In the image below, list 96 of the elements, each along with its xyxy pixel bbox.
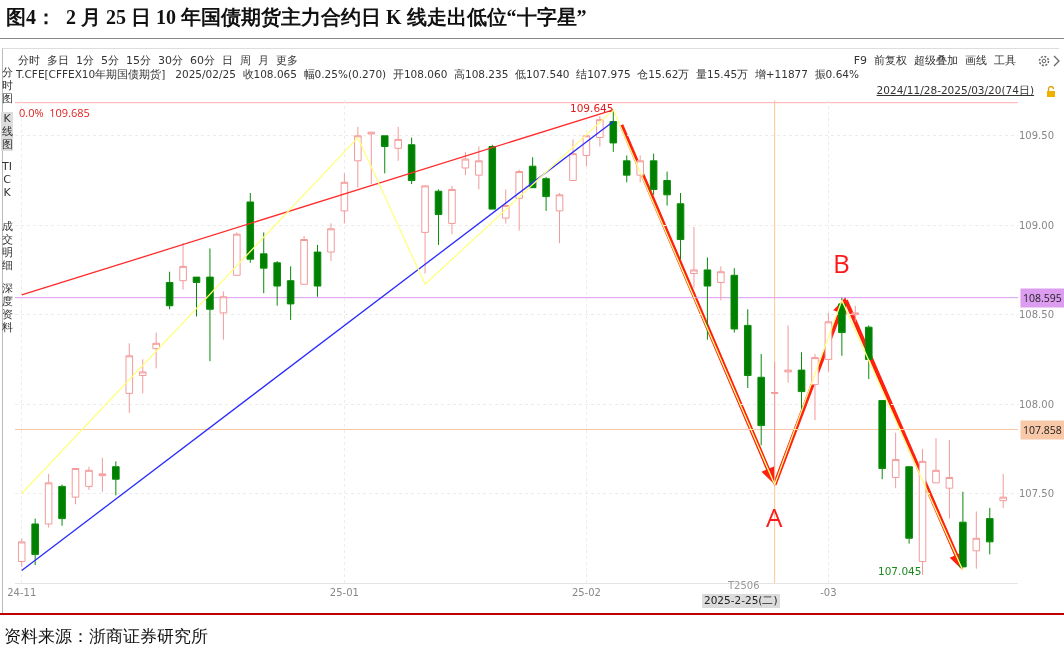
text: 2024/11/28-2025/03/20(74日)	[876, 84, 1034, 98]
annotation: T2506	[728, 580, 760, 591]
candlestick	[98, 457, 107, 493]
candlestick	[421, 185, 429, 275]
candlestick	[313, 244, 322, 298]
candlestick	[676, 192, 685, 260]
candlestick	[475, 146, 483, 190]
annotation: 107.045	[878, 565, 922, 577]
candlestick	[394, 126, 402, 162]
candlestick	[515, 169, 523, 232]
y-tick-label: 107.50	[1019, 488, 1054, 500]
annotation: A	[766, 499, 783, 535]
candlestick	[448, 185, 456, 235]
candlestick	[555, 192, 564, 244]
candlestick	[286, 265, 295, 321]
candlestick	[246, 192, 255, 264]
y-tick-label: 108.00	[1019, 398, 1054, 410]
candlestick	[300, 235, 308, 285]
candlestick	[125, 342, 134, 414]
y-tick-label: 108.50	[1019, 309, 1054, 321]
candlestick	[703, 256, 712, 341]
candlestick	[340, 172, 349, 224]
candlestick	[985, 507, 994, 555]
candlestick	[582, 133, 591, 167]
candlestick	[192, 276, 201, 317]
candlestick	[757, 353, 765, 446]
candlestick	[71, 468, 80, 505]
candlestick	[488, 144, 497, 210]
candlestick	[367, 131, 376, 185]
candlestick	[622, 154, 631, 183]
candlestick	[932, 437, 940, 484]
candlestick	[407, 137, 416, 185]
candlestick	[838, 297, 846, 357]
candlestick	[824, 312, 833, 373]
candlestick	[905, 466, 913, 545]
x-tick-label: 24-11	[7, 587, 37, 598]
x-tick-label: -03	[820, 587, 837, 598]
text: K线图	[1, 112, 13, 151]
x-tick-label: 25-02	[571, 587, 601, 598]
candlestick	[999, 473, 1007, 509]
candlestick	[380, 135, 389, 174]
y-tick-label: 109.00	[1019, 219, 1054, 231]
candlestick	[44, 473, 53, 529]
annotation: 109.645	[570, 102, 614, 114]
candlestick	[542, 176, 550, 212]
candlestick	[31, 518, 39, 566]
candlestick	[743, 308, 752, 389]
candlestick	[690, 226, 698, 289]
text: 分时 多日 1分 5分 15分 30分 60分 日 周 月 更多	[18, 53, 298, 68]
ref-line-label: 108.595	[1023, 291, 1062, 305]
candlestick	[864, 324, 873, 380]
candlestick	[717, 265, 725, 301]
ref-line-label: 107.858	[1023, 423, 1062, 437]
candlestick	[797, 351, 806, 412]
candlestick	[461, 151, 470, 176]
text: TICK	[1, 160, 13, 199]
candlestick	[878, 400, 886, 480]
candlestick	[770, 361, 779, 487]
candlestick	[784, 324, 792, 384]
candlestick	[17, 537, 26, 568]
candlestick	[165, 271, 174, 310]
candlestick	[179, 242, 187, 291]
text: 分时图	[1, 66, 13, 105]
candlestick	[259, 231, 268, 294]
candlestick	[327, 222, 335, 262]
candlestick	[206, 247, 214, 362]
candlestick	[649, 153, 658, 196]
x-tick-label: 25-01	[329, 587, 359, 598]
candlestick	[569, 138, 577, 181]
candlestick	[972, 510, 981, 570]
candlestick	[152, 332, 160, 369]
candlestick	[58, 484, 66, 527]
candlestick	[663, 171, 671, 207]
candlestick	[851, 305, 860, 323]
text: 深度资料	[1, 282, 13, 334]
y-tick-label: 109.50	[1019, 130, 1054, 142]
candlestick	[85, 466, 93, 491]
candlestick	[112, 460, 120, 496]
candlestick	[891, 432, 900, 489]
candlestick	[434, 188, 443, 246]
text: 资料来源：浙商证券研究所	[4, 626, 208, 648]
text: T.CFE[CFFEX10年期国债期货] 2025/02/25 收108.065 幅0.25%(0.270) 开108.060 高108.235 低107.540 结107.975 仓15.62万 量15.45万 增+11877 振0.64%	[16, 68, 859, 82]
candlestick	[233, 231, 241, 276]
candlestick	[219, 290, 228, 341]
candlestick	[273, 260, 281, 307]
annotation: B	[833, 245, 850, 281]
text: F9 前复权 超级叠加 画线 工具	[853, 53, 1016, 68]
text: 成交明细	[1, 220, 13, 272]
candlestick	[354, 126, 362, 189]
candlestick	[959, 491, 967, 568]
candlestick	[730, 267, 739, 334]
text: 2025-2-25(二)	[702, 594, 780, 608]
candlestick	[945, 439, 954, 520]
chart-title: 图4： 2 月 25 日 10 年国债期货主力合约日 K 线走出低位“十字星”	[6, 5, 587, 30]
annotation: 0.0% 109.685	[19, 105, 90, 120]
candlestick	[138, 358, 147, 394]
